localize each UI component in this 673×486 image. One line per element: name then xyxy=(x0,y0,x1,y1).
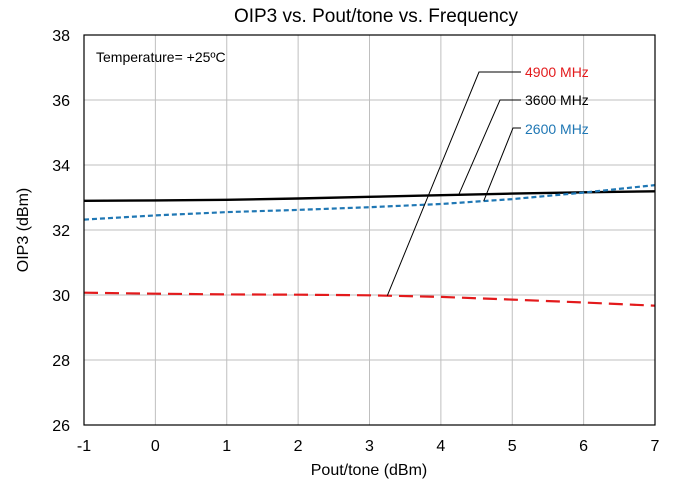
legend-label: 4900 MHz xyxy=(525,64,589,80)
series-line-2600-mhz xyxy=(83,184,656,221)
series-lines xyxy=(83,184,656,307)
legend-leaders xyxy=(386,71,521,296)
x-tick-label: 3 xyxy=(365,438,374,455)
legend-leader-line xyxy=(386,71,521,296)
series-line-4900-mhz xyxy=(83,291,656,307)
y-tick-label: 38 xyxy=(52,28,70,45)
y-tick-label: 30 xyxy=(52,288,70,305)
x-tick-label: 0 xyxy=(151,438,160,455)
series-line-3600-mhz xyxy=(83,190,656,202)
legend-label: 3600 MHz xyxy=(525,92,589,108)
x-tick-label: -1 xyxy=(77,438,91,455)
x-tick-label: 1 xyxy=(222,438,231,455)
y-tick-labels: 26 28 30 32 34 36 38 xyxy=(52,28,70,435)
chart-title: OIP3 vs. Pout/tone vs. Frequency xyxy=(234,6,519,27)
x-tick-labels: -1 0 1 2 3 4 5 6 7 xyxy=(77,438,660,455)
x-tick-label: 2 xyxy=(294,438,303,455)
y-axis-label: OIP3 (dBm) xyxy=(15,188,32,272)
legend-leader-line xyxy=(458,99,521,195)
x-axis-label: Pout/tone (dBm) xyxy=(311,462,428,479)
legend: 4900 MHz 3600 MHz 2600 MHz xyxy=(525,64,589,137)
x-tick-label: 5 xyxy=(508,438,517,455)
legend-leader-line xyxy=(483,127,521,202)
y-tick-label: 36 xyxy=(52,93,70,110)
temperature-annotation: Temperature= +25ºC xyxy=(96,49,226,65)
legend-label: 2600 MHz xyxy=(525,121,589,137)
x-tick-label: 6 xyxy=(579,438,588,455)
plot-area-frame xyxy=(83,34,656,426)
x-tick-label: 4 xyxy=(436,438,445,455)
y-tick-label: 26 xyxy=(52,418,70,435)
y-tick-label: 34 xyxy=(52,158,70,175)
y-tick-label: 32 xyxy=(52,223,70,240)
y-tick-label: 28 xyxy=(52,353,70,370)
x-tick-label: 7 xyxy=(651,438,660,455)
